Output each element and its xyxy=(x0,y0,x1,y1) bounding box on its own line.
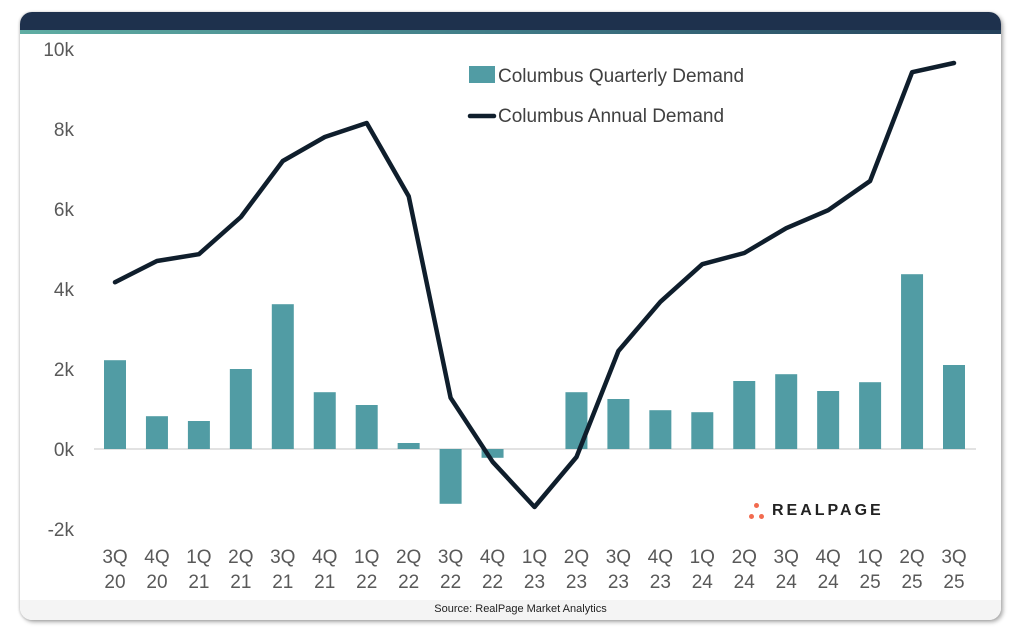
logo-text: REALPAGE xyxy=(772,502,884,519)
x-tick-quarter: 2Q xyxy=(228,547,253,568)
x-tick-year: 22 xyxy=(398,572,419,593)
card-accent-strip xyxy=(20,30,1001,34)
x-tick-year: 24 xyxy=(776,572,798,593)
x-tick-quarter: 1Q xyxy=(354,547,379,568)
x-tick-year: 21 xyxy=(230,572,251,593)
x-tick-quarter: 2Q xyxy=(564,547,589,568)
quarterly-demand-bar xyxy=(565,392,588,449)
logo-dots-icon xyxy=(748,502,766,520)
quarterly-demand-bar xyxy=(775,374,798,449)
x-tick-year: 23 xyxy=(566,572,587,593)
card-footer: Source: RealPage Market Analytics xyxy=(20,600,1001,620)
x-tick-quarter: 3Q xyxy=(941,547,966,568)
x-tick-year: 25 xyxy=(943,572,964,593)
quarterly-demand-bar xyxy=(313,392,336,449)
x-tick-quarter: 1Q xyxy=(186,547,211,568)
x-tick-quarter: 2Q xyxy=(899,547,924,568)
quarterly-demand-bar xyxy=(943,365,965,449)
x-tick-quarter: 4Q xyxy=(815,547,840,568)
quarterly-demand-bar xyxy=(439,449,462,504)
x-tick-year: 21 xyxy=(188,572,209,593)
quarterly-demand-bar xyxy=(649,410,672,449)
x-tick-year: 21 xyxy=(314,572,335,593)
x-tick-year: 24 xyxy=(818,572,840,593)
x-tick-year: 24 xyxy=(734,572,756,593)
chart-card: Source: RealPage Market Analytics xyxy=(20,12,1001,620)
quarterly-demand-bar xyxy=(145,416,168,449)
x-tick-quarter: 1Q xyxy=(690,547,715,568)
y-tick-label: 4k xyxy=(54,280,75,301)
x-tick-quarter: 4Q xyxy=(312,547,337,568)
x-tick-year: 24 xyxy=(692,572,714,593)
quarterly-demand-bar xyxy=(481,449,504,458)
legend: Columbus Quarterly Demand Columbus Annua… xyxy=(467,66,744,127)
x-tick-quarter: 3Q xyxy=(774,547,799,568)
y-tick-label: 0k xyxy=(54,440,75,461)
x-tick-year: 25 xyxy=(901,572,922,593)
x-tick-quarter: 3Q xyxy=(270,547,295,568)
x-tick-quarter: 2Q xyxy=(732,547,757,568)
quarterly-demand-bar xyxy=(691,412,714,449)
x-tick-quarter: 1Q xyxy=(522,547,547,568)
quarterly-demand-bar xyxy=(229,369,252,449)
quarterly-demand-bar xyxy=(355,405,378,449)
quarterly-demand-bar xyxy=(271,304,294,449)
x-tick-year: 22 xyxy=(482,572,503,593)
y-axis: 10k 8k 6k 4k 2k 0k -2k xyxy=(43,40,74,541)
y-tick-label: 10k xyxy=(43,40,74,61)
realpage-logo: REALPAGE xyxy=(748,500,884,522)
x-tick-quarter: 1Q xyxy=(857,547,882,568)
card-header-band xyxy=(20,12,1001,30)
x-tick-quarter: 4Q xyxy=(480,547,505,568)
x-tick-year: 22 xyxy=(440,572,461,593)
legend-label-annual: Columbus Annual Demand xyxy=(498,106,724,127)
x-tick-year: 23 xyxy=(650,572,671,593)
x-tick-quarter: 3Q xyxy=(606,547,631,568)
legend-swatch-quarterly xyxy=(469,66,495,83)
x-tick-year: 23 xyxy=(524,572,545,593)
x-tick-quarter: 3Q xyxy=(438,547,463,568)
x-tick-year: 22 xyxy=(356,572,377,593)
quarterly-demand-bar xyxy=(817,391,840,449)
y-tick-label: 2k xyxy=(54,360,75,381)
legend-label-quarterly: Columbus Quarterly Demand xyxy=(498,66,744,87)
quarterly-demand-bar xyxy=(733,381,756,449)
quarterly-demand-bar xyxy=(397,443,420,449)
quarterly-demand-bar xyxy=(104,360,126,449)
x-tick-year: 23 xyxy=(608,572,629,593)
quarterly-demand-bar xyxy=(187,421,210,449)
x-tick-quarter: 3Q xyxy=(102,547,127,568)
source-note: Source: RealPage Market Analytics xyxy=(434,603,607,615)
x-tick-year: 20 xyxy=(104,572,125,593)
x-tick-year: 20 xyxy=(146,572,167,593)
annual-demand-line xyxy=(112,60,957,510)
quarterly-demand-bar xyxy=(901,274,924,449)
y-tick-label: 8k xyxy=(54,120,75,141)
x-tick-year: 21 xyxy=(272,572,293,593)
x-tick-quarter: 2Q xyxy=(396,547,421,568)
quarterly-demand-bar xyxy=(607,399,630,449)
x-axis: 3Q 20 4Q 20 1Q 21 2Q 21 3Q 21 4Q 21 1Q 22 2Q 22 3Q 22 4Q 22… xyxy=(102,547,966,593)
x-tick-quarter: 4Q xyxy=(648,547,673,568)
quarterly-demand-bar xyxy=(859,382,882,449)
y-tick-label: 6k xyxy=(54,200,75,221)
x-tick-year: 25 xyxy=(860,572,881,593)
y-tick-label: -2k xyxy=(48,520,75,541)
x-tick-quarter: 4Q xyxy=(144,547,169,568)
bar-series xyxy=(104,274,965,504)
